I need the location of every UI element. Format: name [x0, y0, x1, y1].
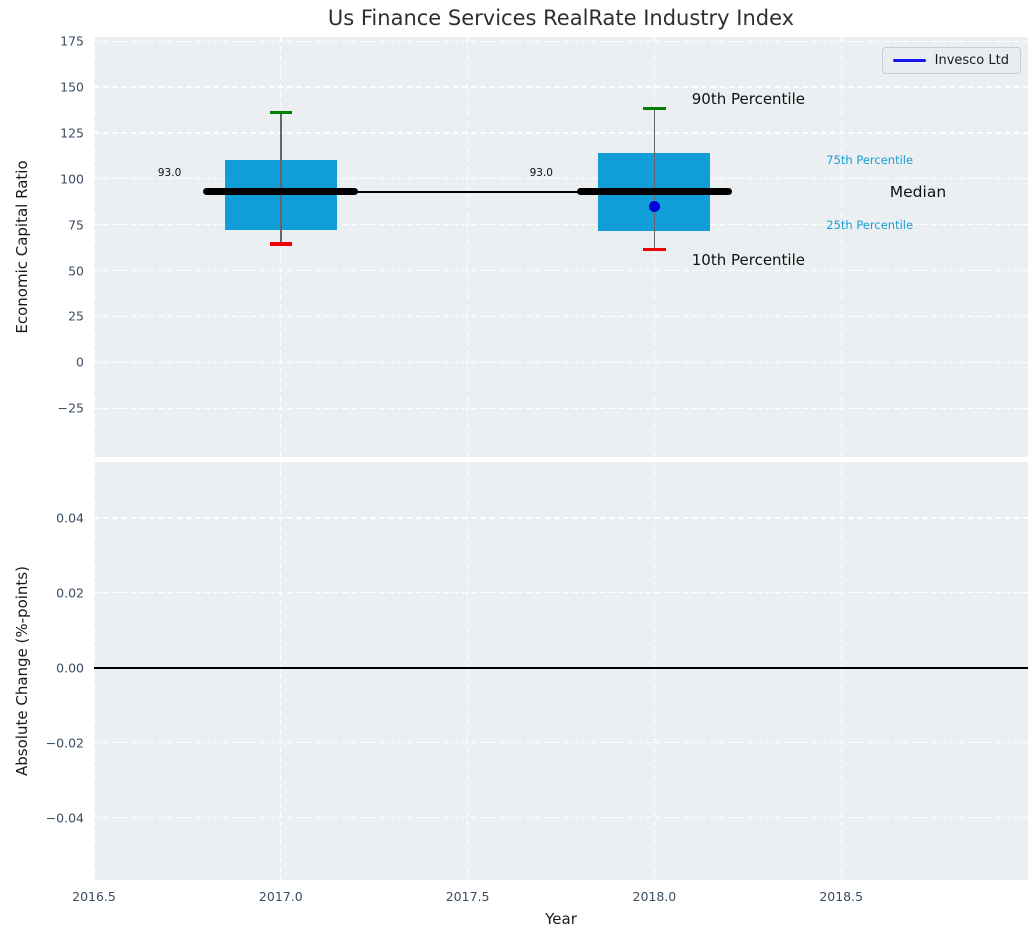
h-gridline [94, 407, 1028, 409]
y-tick-label: 50 [68, 263, 84, 279]
absolute-change-plot: 0.04 0.02 0.00 −0.02 −0.04 2016.5 2017.0 2017.5… [46, 462, 1028, 904]
v-gridline [653, 462, 656, 880]
y-axis-label-bottom: Absolute Change (%-points) [13, 566, 31, 776]
h-gridline [94, 592, 1028, 594]
annotation-25th-percentile: 25th Percentile [826, 218, 914, 233]
v-gridline [466, 462, 469, 880]
x-tick-label: 2016.5 [72, 889, 116, 904]
h-gridline [94, 132, 1028, 134]
annotation-90th-percentile: 90th Percentile [691, 90, 805, 109]
h-gridline [94, 40, 1028, 42]
v-gridline [93, 462, 95, 880]
h-gridline [94, 742, 1028, 744]
zero-line [94, 666, 1028, 669]
annotation-median: Median [889, 183, 947, 202]
h-gridline [94, 86, 1028, 88]
v-gridline [280, 462, 282, 880]
percentile-90-cap-2018 [643, 106, 666, 110]
y-tick-label: −25 [57, 400, 84, 416]
annotation-10th-percentile: 10th Percentile [691, 250, 805, 269]
median-connector-line [280, 190, 655, 193]
economic-capital-ratio-plot: 175 150 125 100 75 50 25 0 −25 90th Percentile 10t… [58, 34, 1028, 457]
y-axis-label-top: Economic Capital Ratio [13, 160, 31, 334]
annotation-75th-percentile: 75th Percentile [826, 152, 914, 167]
y-tick-label: 175 [60, 33, 84, 49]
x-tick-label: 2017.5 [445, 889, 490, 904]
h-gridline [94, 269, 1028, 272]
h-gridline [94, 517, 1028, 519]
h-gridline [94, 817, 1028, 819]
y-tick-label: 75 [68, 217, 84, 233]
legend-label: Invesco Ltd [934, 53, 1009, 68]
h-gridline [94, 315, 1028, 318]
y-tick-label: 0 [76, 354, 84, 370]
whisker-line-2017 [280, 112, 282, 244]
x-tick-label: 2018.0 [632, 889, 677, 904]
series-point-invesco-ltd [648, 200, 660, 212]
v-gridline [93, 37, 95, 457]
percentile-90-cap-2017 [269, 111, 292, 115]
v-gridline [840, 462, 842, 880]
y-tick-label: 25 [68, 308, 84, 324]
y-tick-label: 0.02 [56, 585, 84, 601]
whisker-line-2018 [653, 108, 656, 250]
v-gridline [840, 37, 842, 457]
v-gridline [280, 37, 282, 457]
median-bar-2017 [203, 188, 359, 196]
percentile-10-cap-2017 [269, 242, 292, 246]
percentile-10-cap-2018 [643, 247, 666, 252]
annotation-93-0: 93.0 [529, 166, 553, 179]
median-bar-2018 [577, 188, 732, 196]
y-tick-label: −0.02 [45, 735, 84, 751]
y-tick-label: 0.04 [56, 510, 84, 526]
y-tick-label: 0.00 [56, 660, 84, 676]
y-tick-label: 100 [60, 171, 84, 187]
h-gridline [94, 224, 1028, 226]
h-gridline [94, 178, 1028, 180]
chart-title: Us Finance Services RealRate Industry In… [327, 6, 795, 30]
h-gridline [94, 361, 1028, 363]
legend: Invesco Ltd [881, 47, 1021, 74]
legend-line-icon [892, 58, 926, 63]
x-tick-label: 2018.5 [819, 889, 864, 904]
y-tick-label: 150 [60, 79, 84, 95]
v-gridline [466, 37, 469, 457]
y-tick-label: −0.04 [45, 810, 84, 826]
y-tick-label: 125 [60, 125, 84, 141]
annotation-93-0: 93.0 [157, 166, 182, 179]
x-tick-label: 2017.0 [258, 889, 303, 904]
x-axis-label: Year [545, 910, 577, 928]
